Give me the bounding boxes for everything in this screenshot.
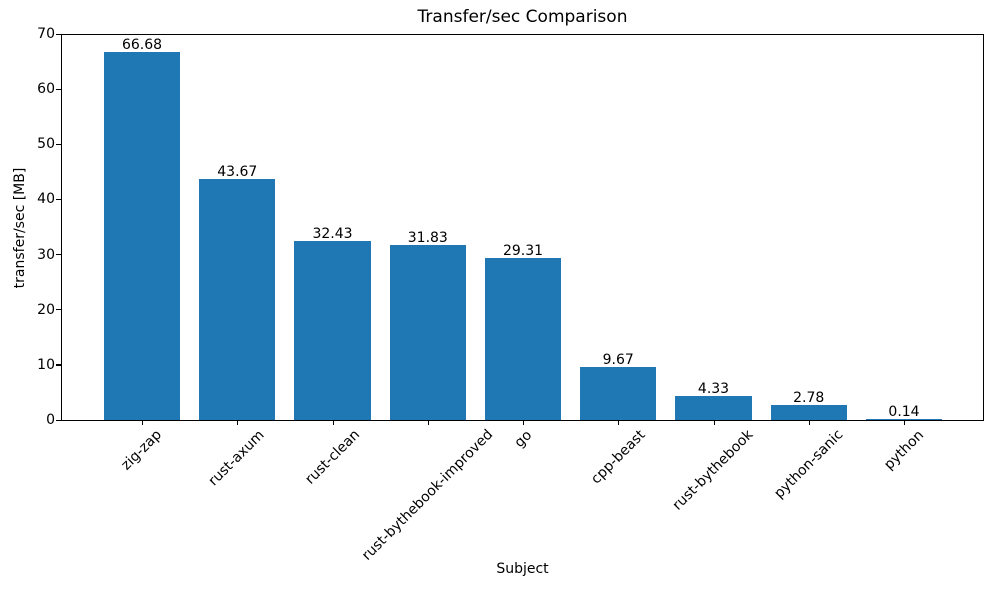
x-tick-label-python: python [880, 426, 927, 473]
bar-go [484, 258, 562, 420]
x-tick-mark [618, 421, 620, 425]
bar-python [865, 419, 943, 420]
chart-title: Transfer/sec Comparison [417, 7, 628, 27]
bar-python-sanic [770, 404, 847, 420]
x-axis-label: Subject [496, 561, 549, 577]
x-tick-mark [808, 421, 810, 425]
y-tick-mark [56, 419, 61, 421]
x-tick-mark [523, 421, 525, 425]
y-tick-mark [56, 309, 61, 311]
x-tick-mark [237, 421, 239, 425]
x-tick-label-rust-bythebook: rust-bythebook [669, 427, 757, 514]
x-tick-mark [904, 421, 906, 425]
y-tick-mark [56, 198, 61, 201]
y-tick-label: 70 [37, 26, 55, 42]
bar-rust-bythebook-improved [389, 244, 466, 420]
bar-value-label: 32.43 [312, 226, 353, 243]
y-tick-mark [56, 88, 61, 90]
y-tick-label: 0 [46, 412, 55, 428]
bar-value-label: 4.33 [697, 381, 730, 398]
x-tick-mark [427, 421, 429, 425]
x-tick-mark [713, 421, 715, 425]
y-tick-label: 10 [37, 356, 55, 373]
y-tick-label: 30 [37, 246, 55, 263]
x-tick-label-rust-bythebook-improved: rust-bythebook-improved [358, 426, 497, 565]
bar-value-label: 29.31 [502, 243, 544, 260]
x-tick-label-go: go [511, 426, 535, 451]
bar-value-label: 43.67 [217, 164, 258, 181]
y-tick-label: 60 [37, 81, 55, 98]
y-tick-label: 40 [37, 191, 55, 208]
bar-value-label: 66.68 [121, 37, 163, 54]
bar-value-label: 9.67 [602, 351, 634, 368]
x-tick-label-zig-zap: zig-zap [118, 426, 165, 474]
bar-value-label: 31.83 [407, 229, 448, 246]
x-tick-label-cpp-beast: cpp-beast [587, 426, 649, 488]
x-tick-mark [332, 421, 334, 425]
x-tick-mark [142, 421, 144, 425]
y-tick-label: 20 [37, 301, 55, 318]
bar-rust-clean [294, 241, 371, 420]
y-tick-mark [56, 143, 61, 145]
x-tick-label-rust-axum: rust-axum [205, 427, 268, 490]
bar-value-label: 0.14 [888, 404, 920, 420]
bar-cpp-beast [580, 366, 657, 420]
bar-zig-zap [103, 52, 181, 420]
y-tick-mark [56, 364, 61, 366]
bar-rust-bythebook [675, 396, 752, 420]
y-tick-label: 50 [37, 136, 55, 153]
bar-value-label: 2.78 [793, 389, 825, 406]
y-tick-mark [56, 254, 61, 256]
bar-rust-axum [199, 179, 276, 420]
y-tick-mark [56, 33, 61, 35]
x-tick-label-python-sanic: python-sanic [770, 426, 847, 503]
x-tick-label-rust-clean: rust-clean [301, 426, 363, 488]
